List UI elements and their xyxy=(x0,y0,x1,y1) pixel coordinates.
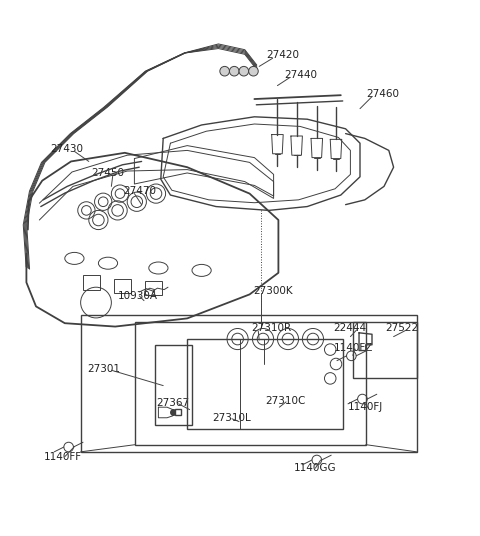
Text: 1140FF: 1140FF xyxy=(44,452,82,461)
Text: 27367: 27367 xyxy=(156,398,189,408)
Bar xyxy=(187,339,343,429)
Text: 27522: 27522 xyxy=(385,324,418,333)
Text: 10930A: 10930A xyxy=(118,291,157,301)
Text: 1140FZ: 1140FZ xyxy=(334,343,373,353)
Text: 27420: 27420 xyxy=(266,50,300,61)
Text: 1140FJ: 1140FJ xyxy=(348,402,383,412)
Bar xyxy=(353,322,417,378)
Bar xyxy=(83,275,100,289)
Circle shape xyxy=(239,66,249,76)
Bar xyxy=(135,322,366,445)
Bar xyxy=(81,315,417,452)
Circle shape xyxy=(249,66,258,76)
Text: 27310R: 27310R xyxy=(252,324,292,333)
Text: 1140GG: 1140GG xyxy=(294,463,336,473)
Bar xyxy=(145,281,162,295)
Text: 27440: 27440 xyxy=(284,70,317,80)
Text: 27460: 27460 xyxy=(366,89,399,99)
Text: 27301: 27301 xyxy=(87,364,120,374)
Bar xyxy=(155,345,192,426)
Circle shape xyxy=(229,66,239,76)
Text: 27300K: 27300K xyxy=(253,286,293,296)
Text: 22444: 22444 xyxy=(334,324,367,333)
Bar xyxy=(114,279,131,293)
Text: 27310C: 27310C xyxy=(265,396,305,406)
Text: 27450: 27450 xyxy=(91,168,124,178)
Text: 27430: 27430 xyxy=(50,144,84,154)
Circle shape xyxy=(220,66,229,76)
Text: 27310L: 27310L xyxy=(213,413,252,423)
Text: 27470: 27470 xyxy=(123,186,156,196)
